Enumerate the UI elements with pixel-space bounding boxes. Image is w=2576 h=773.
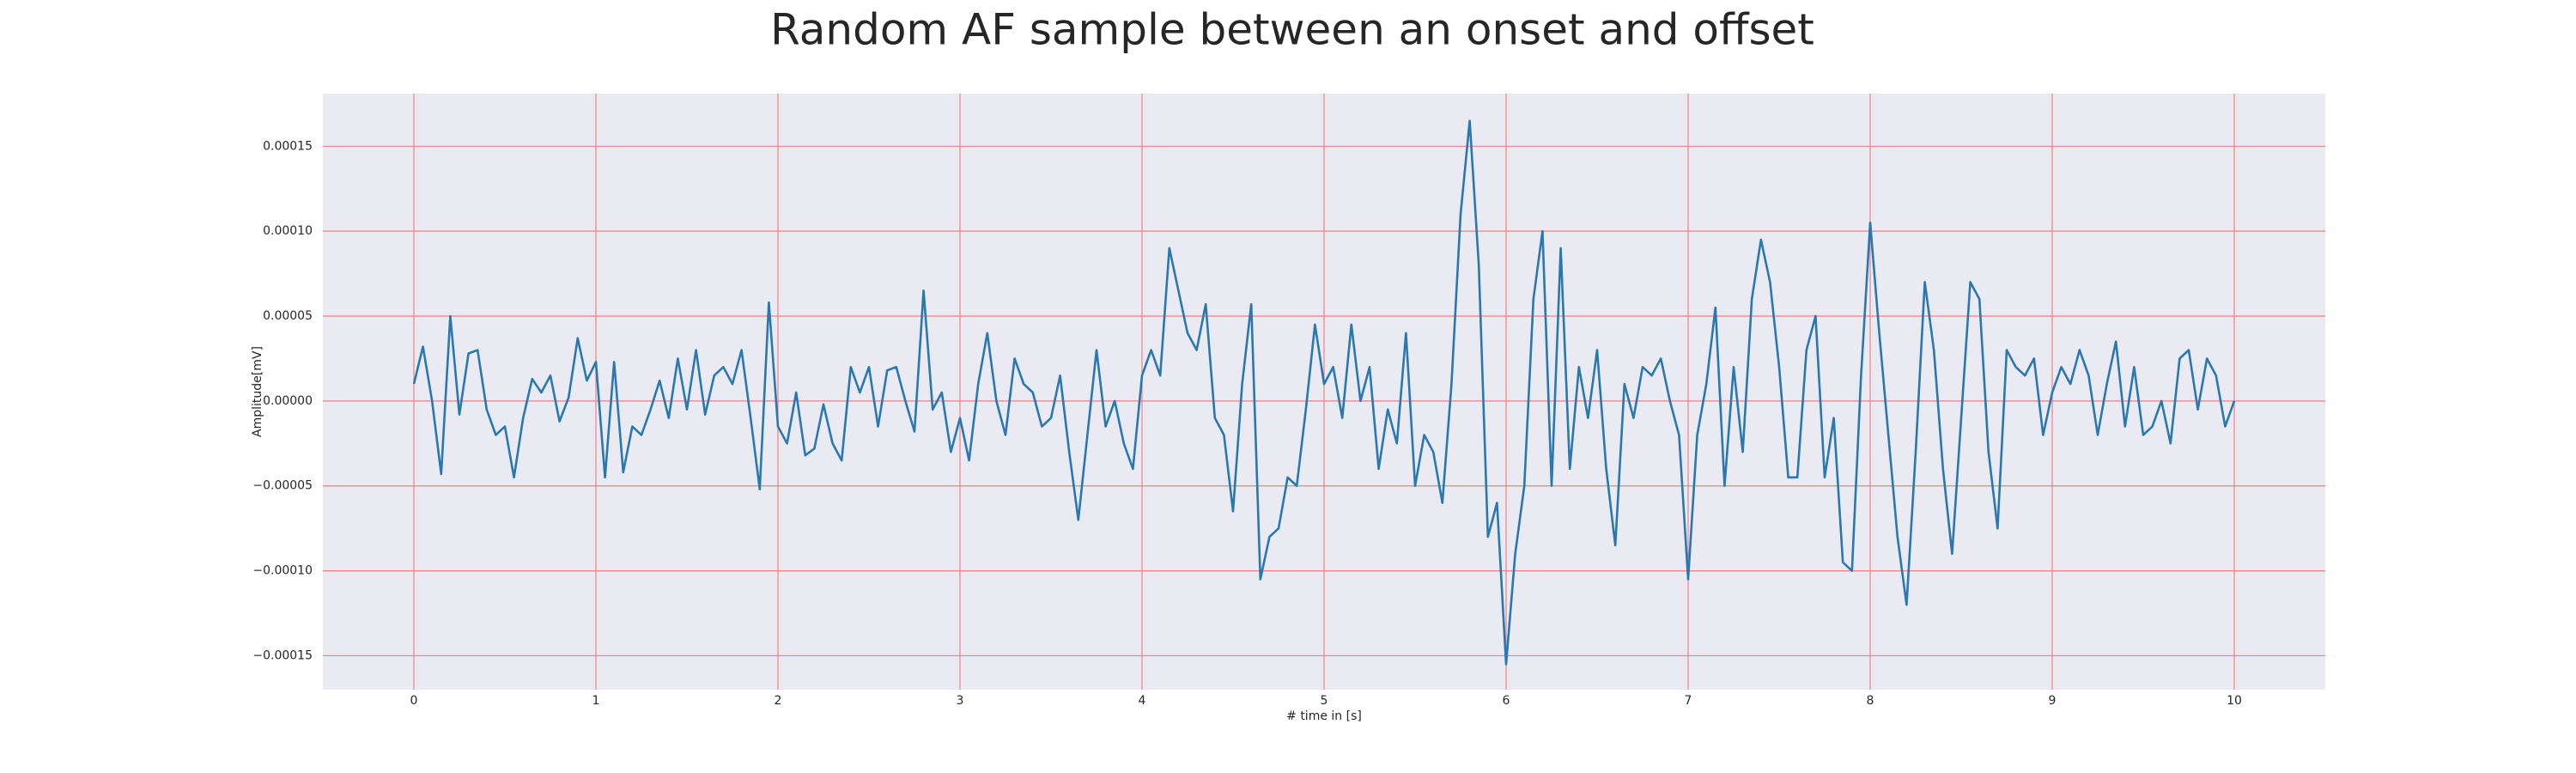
x-tick-label: 6 [1503,694,1510,708]
x-tick-label: 7 [1685,694,1692,708]
signal-line [412,119,2236,666]
y-tick-label: 0.00015 [263,139,313,153]
x-tick-label: 3 [957,694,964,708]
x-tick-label: 1 [592,694,600,708]
x-tick-label: 8 [1867,694,1874,708]
x-tick-label: 10 [2227,694,2242,708]
y-tick-label: −0.00015 [252,648,313,662]
x-axis-label: # time in [s] [1286,709,1362,723]
y-tick-label: −0.00010 [252,564,313,578]
x-tick-label: 4 [1139,694,1146,708]
x-tick-label: 9 [2049,694,2057,708]
x-tick-label: 5 [1321,694,1328,708]
y-axis-label: Amplitude[mV] [251,346,264,437]
y-tick-label: −0.00005 [252,479,313,493]
x-tick-label: 0 [410,694,418,708]
y-tick-label: 0.00000 [263,394,313,408]
y-tick-label: 0.00010 [263,224,313,238]
y-tick-label: 0.00005 [263,309,313,323]
chart-title: Random AF sample between an onset and of… [770,5,1814,55]
x-tick-label: 2 [775,694,782,708]
